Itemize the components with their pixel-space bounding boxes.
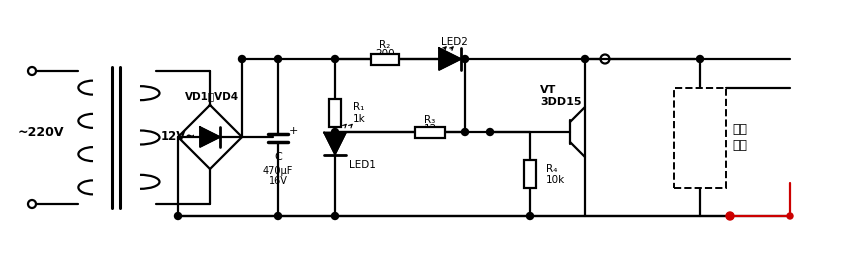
Text: VD1～VD4: VD1～VD4 — [185, 91, 239, 101]
Text: R₂: R₂ — [379, 40, 390, 50]
Circle shape — [526, 213, 533, 219]
Circle shape — [331, 129, 338, 135]
Bar — [371, 54, 399, 65]
Circle shape — [174, 213, 182, 219]
Bar — [415, 126, 445, 137]
Text: 200: 200 — [375, 49, 394, 59]
Text: VT: VT — [540, 85, 557, 95]
Text: R₃: R₃ — [425, 115, 436, 125]
Circle shape — [787, 213, 793, 219]
Circle shape — [696, 56, 704, 62]
Text: 1k: 1k — [353, 115, 366, 124]
Circle shape — [274, 213, 282, 219]
Circle shape — [331, 213, 338, 219]
Text: R₄: R₄ — [546, 164, 558, 174]
Circle shape — [331, 56, 338, 62]
Text: 电池: 电池 — [732, 139, 747, 152]
Text: 12V~: 12V~ — [161, 131, 196, 144]
Text: 充电: 充电 — [732, 123, 747, 136]
Bar — [524, 160, 536, 188]
Polygon shape — [200, 127, 220, 147]
Circle shape — [462, 56, 468, 62]
Polygon shape — [439, 48, 461, 70]
Circle shape — [581, 56, 589, 62]
Circle shape — [239, 56, 246, 62]
Circle shape — [462, 129, 468, 135]
Text: 3DD15: 3DD15 — [540, 97, 581, 107]
Circle shape — [274, 56, 282, 62]
Bar — [329, 99, 341, 126]
Text: ~220V: ~220V — [18, 125, 65, 138]
Circle shape — [486, 129, 494, 135]
Circle shape — [726, 212, 734, 220]
Text: +: + — [288, 126, 298, 136]
Text: 12: 12 — [423, 124, 436, 134]
Text: 16V: 16V — [268, 177, 288, 186]
Bar — [674, 87, 726, 187]
Text: LED1: LED1 — [349, 161, 376, 170]
Polygon shape — [324, 133, 346, 154]
Text: 470μF: 470μF — [262, 166, 294, 176]
Text: LED2: LED2 — [441, 37, 468, 47]
Text: C: C — [274, 152, 282, 163]
Text: 10k: 10k — [546, 175, 565, 185]
Text: R₁: R₁ — [353, 103, 364, 113]
